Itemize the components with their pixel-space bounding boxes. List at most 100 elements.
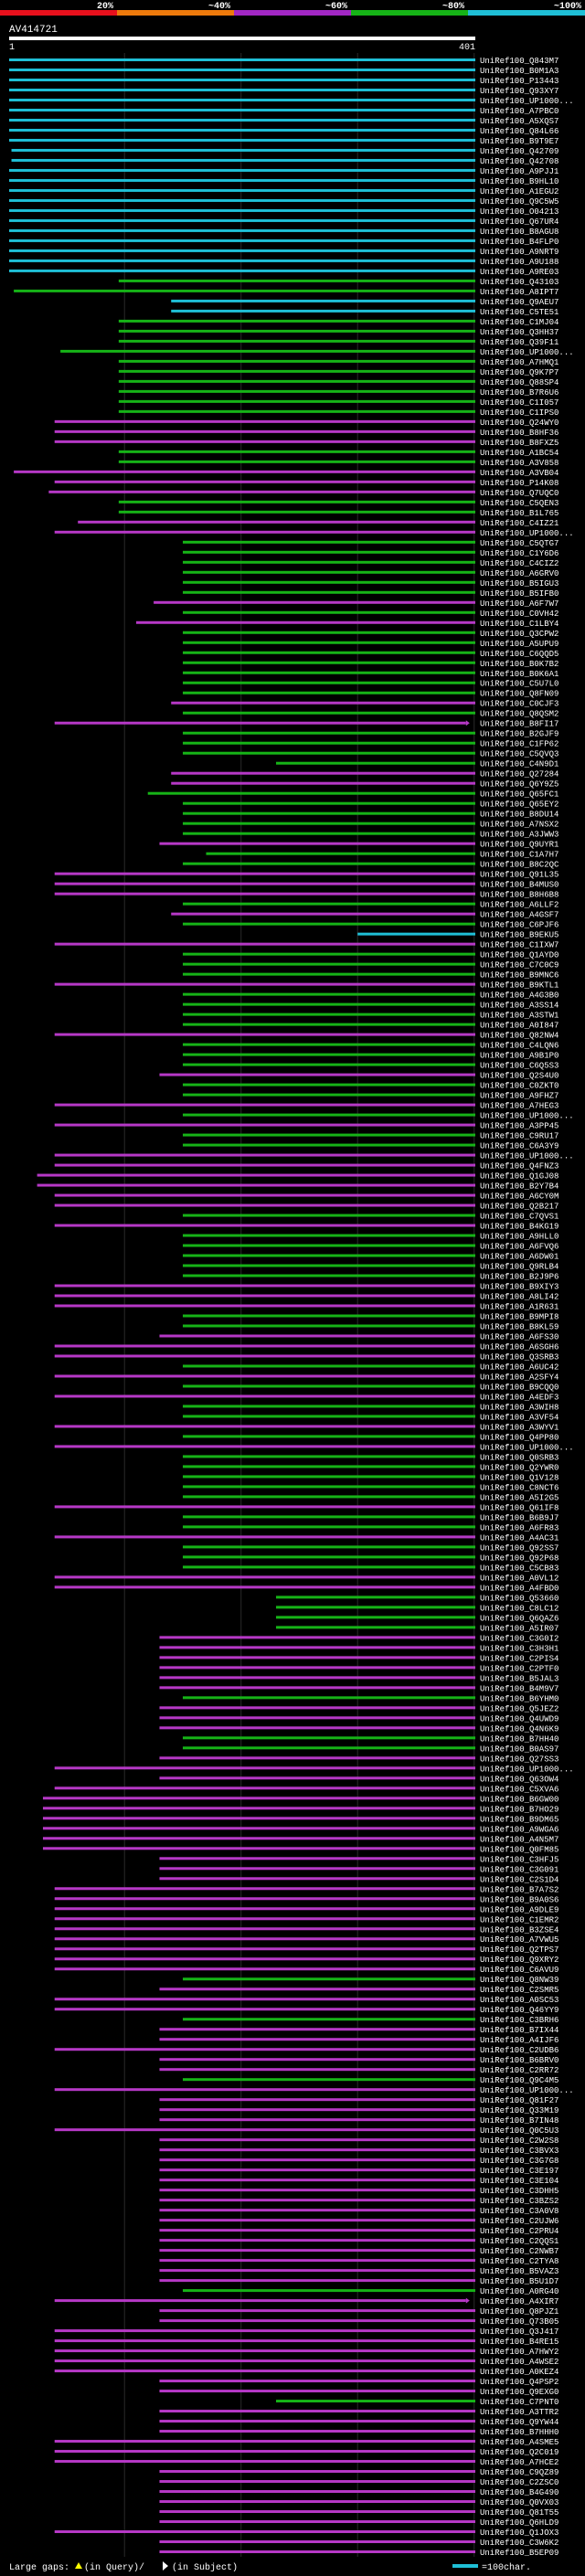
hit-label[interactable]: UniRef100_B8C2QC	[480, 861, 559, 870]
hit-label[interactable]: UniRef100_C4IZ21	[480, 519, 558, 528]
hit-label[interactable]: UniRef100_B0AS97	[480, 1744, 558, 1754]
hit-label[interactable]: UniRef100_Q24WY0	[480, 419, 558, 428]
hit-label[interactable]: UniRef100_Q3HH37	[480, 328, 558, 337]
hit-row[interactable]: UniRef100_Q9EXG0	[159, 2388, 558, 2397]
hit-row[interactable]: UniRef100_C1IXW7	[54, 941, 559, 950]
hit-label[interactable]: UniRef100_Q9K7P7	[480, 368, 558, 377]
hit-label[interactable]: UniRef100_C0CJF3	[480, 700, 558, 709]
hit-label[interactable]: UniRef100_A4N5M7	[480, 1835, 558, 1844]
hit-label[interactable]: UniRef100_Q4PP80	[480, 1433, 558, 1442]
hit-label[interactable]: UniRef100_Q53660	[480, 1594, 558, 1603]
hit-label[interactable]: UniRef100_Q3SRB3	[480, 1352, 558, 1362]
hit-label[interactable]: UniRef100_Q2S4U0	[480, 1072, 558, 1081]
hit-row[interactable]: UniRef100_UP1000...	[9, 97, 574, 106]
hit-label[interactable]: UniRef100_Q8FN09	[480, 690, 558, 699]
hit-label[interactable]: UniRef100_C7PNT0	[480, 2398, 558, 2407]
hit-row[interactable]: UniRef100_A0RG40	[182, 2287, 558, 2296]
hit-row[interactable]: UniRef100_Q3SRB3	[54, 1352, 559, 1362]
hit-row[interactable]: UniRef100_C1A7H7	[206, 851, 558, 860]
hit-label[interactable]: UniRef100_B8DU14	[480, 811, 558, 820]
hit-label[interactable]: UniRef100_UP1000...	[480, 1112, 574, 1121]
hit-row[interactable]: UniRef100_A3WYV1	[54, 1423, 559, 1432]
hit-label[interactable]: UniRef100_C2ZSC0	[480, 2478, 558, 2487]
hit-row[interactable]: UniRef100_A9WGA6	[42, 1825, 558, 1834]
hit-label[interactable]: UniRef100_Q43103	[480, 278, 558, 287]
hit-label[interactable]: UniRef100_A4WSE2	[480, 2358, 558, 2367]
hit-row[interactable]: UniRef100_B9HL10	[9, 177, 558, 186]
hit-label[interactable]: UniRef100_A9NRT9	[480, 248, 558, 257]
hit-row[interactable]: UniRef100_B7HH40	[182, 1734, 558, 1744]
hit-row[interactable]: UniRef100_A8IPT7	[14, 288, 558, 297]
hit-row[interactable]: UniRef100_C2UDB6	[54, 2046, 559, 2055]
hit-row[interactable]: UniRef100_B4MUS0	[54, 881, 559, 890]
hit-label[interactable]: UniRef100_C3BRH6	[480, 2016, 558, 2025]
hit-row[interactable]: UniRef100_A3SS14	[182, 1002, 558, 1011]
hit-row[interactable]: UniRef100_B7IN48	[159, 2116, 558, 2125]
hit-row[interactable]: UniRef100_A3JWW3	[182, 831, 558, 840]
hit-row[interactable]: UniRef100_C9QZ89	[159, 2468, 558, 2477]
hit-label[interactable]: UniRef100_B7IX44	[480, 2026, 558, 2035]
hit-label[interactable]: UniRef100_B5JAL3	[480, 1674, 558, 1683]
hit-row[interactable]: UniRef100_A5I2G5	[182, 1493, 558, 1502]
hit-row[interactable]: UniRef100_A5UPU9	[182, 640, 558, 649]
hit-row[interactable]: UniRef100_Q91L35	[54, 871, 559, 880]
hit-row[interactable]: UniRef100_Q43103	[118, 278, 559, 287]
hit-label[interactable]: UniRef100_Q9C5W5	[480, 197, 558, 207]
hit-row[interactable]: UniRef100_Q84L66	[9, 127, 558, 136]
hit-label[interactable]: UniRef100_A8IPT7	[480, 288, 558, 297]
hit-label[interactable]: UniRef100_C2UDB6	[480, 2046, 558, 2055]
hit-row[interactable]: UniRef100_C2PTF0	[159, 1664, 558, 1673]
hit-label[interactable]: UniRef100_Q33M19	[480, 2106, 558, 2115]
hit-label[interactable]: UniRef100_Q3J417	[480, 2327, 558, 2337]
hit-label[interactable]: UniRef100_B9KTL1	[480, 981, 558, 991]
hit-label[interactable]: UniRef100_A0VL12	[480, 1574, 558, 1583]
hit-row[interactable]: UniRef100_Q88SP4	[118, 378, 559, 387]
hit-label[interactable]: UniRef100_Q6QAZ6	[480, 1614, 558, 1623]
hit-label[interactable]: UniRef100_Q9AEU7	[480, 298, 558, 307]
hit-row[interactable]: UniRef100_Q9YW44	[159, 2418, 558, 2427]
hit-label[interactable]: UniRef100_B9MNC6	[480, 971, 558, 981]
hit-label[interactable]: UniRef100_B4M9V7	[480, 1684, 558, 1693]
hit-row[interactable]: UniRef100_UP1000...	[54, 529, 574, 538]
hit-label[interactable]: UniRef100_A4EDF3	[480, 1393, 558, 1402]
hit-label[interactable]: UniRef100_C3E104	[480, 2177, 558, 2186]
hit-row[interactable]: UniRef100_Q33M19	[159, 2106, 558, 2115]
hit-row[interactable]: UniRef100_B3ZSE4	[54, 1925, 559, 1935]
hit-label[interactable]: UniRef100_B7HH40	[480, 1734, 558, 1744]
hit-label[interactable]: UniRef100_A3TTR2	[480, 2408, 558, 2417]
hit-label[interactable]: UniRef100_Q1AYD0	[480, 951, 558, 960]
hit-row[interactable]: UniRef100_Q7UQC0	[48, 489, 558, 498]
hit-label[interactable]: UniRef100_A6FS30	[480, 1332, 558, 1341]
hit-label[interactable]: UniRef100_UP1000...	[480, 529, 574, 538]
hit-row[interactable]: UniRef100_Q81T55	[159, 2508, 558, 2518]
hit-row[interactable]: UniRef100_B2GJF9	[182, 730, 558, 739]
hit-label[interactable]: UniRef100_UP1000...	[480, 1443, 574, 1452]
hit-label[interactable]: UniRef100_A8LI42	[480, 1293, 558, 1302]
hit-label[interactable]: UniRef100_A7HMQ1	[480, 358, 558, 367]
hit-label[interactable]: UniRef100_C1FP62	[480, 740, 558, 749]
hit-label[interactable]: UniRef100_A9DLE9	[480, 1905, 558, 1914]
hit-label[interactable]: UniRef100_A5XQS7	[480, 117, 558, 126]
hit-label[interactable]: UniRef100_B8HF36	[480, 429, 558, 438]
hit-row[interactable]: UniRef100_A9FHZ7	[182, 1092, 558, 1101]
hit-row[interactable]: UniRef100_Q9AEU7	[171, 298, 558, 307]
hit-row[interactable]: UniRef100_C3BRH6	[182, 2016, 558, 2025]
hit-label[interactable]: UniRef100_C1I057	[480, 398, 558, 408]
hit-label[interactable]: UniRef100_B9T9E7	[480, 137, 558, 146]
hit-row[interactable]: UniRef100_Q9K7P7	[118, 368, 559, 377]
hit-row[interactable]: UniRef100_Q9RLB4	[182, 1263, 558, 1272]
hit-label[interactable]: UniRef100_A7NSX2	[480, 821, 558, 830]
hit-row[interactable]: UniRef100_B6GW00	[42, 1795, 558, 1804]
hit-row[interactable]: UniRef100_Q4PP80	[182, 1433, 558, 1442]
hit-row[interactable]: UniRef100_B5EP09	[159, 2549, 558, 2558]
hit-row[interactable]: UniRef100_A9B1P0	[182, 1052, 558, 1061]
hit-row[interactable]: UniRef100_Q2C019	[54, 2448, 559, 2457]
hit-row[interactable]: UniRef100_A3STW1	[182, 1012, 558, 1021]
hit-label[interactable]: UniRef100_Q8PJZ1	[480, 2307, 558, 2316]
hit-label[interactable]: UniRef100_C6PJF6	[480, 921, 558, 930]
hit-row[interactable]: UniRef100_C3G0I2	[159, 1634, 558, 1643]
hit-row[interactable]: UniRef100_A7VWU5	[54, 1935, 559, 1945]
hit-label[interactable]: UniRef100_Q4N6K9	[480, 1724, 558, 1733]
hit-label[interactable]: UniRef100_B5EP09	[480, 2549, 558, 2558]
hit-row[interactable]: UniRef100_B2Y7B4	[37, 1182, 559, 1192]
